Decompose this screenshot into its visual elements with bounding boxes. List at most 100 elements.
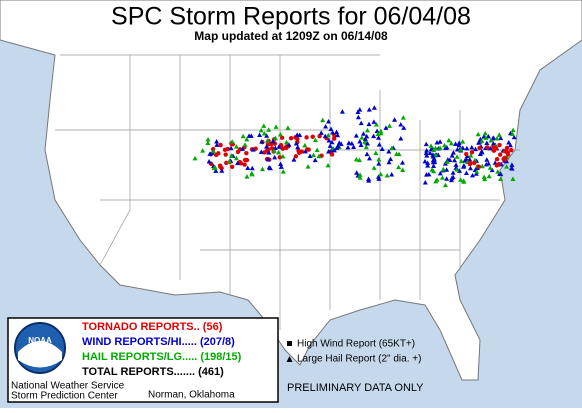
report-marker bbox=[467, 161, 473, 167]
report-marker bbox=[242, 162, 247, 167]
report-marker bbox=[244, 174, 250, 179]
report-marker bbox=[293, 141, 299, 146]
report-marker bbox=[365, 140, 371, 146]
report-marker bbox=[498, 135, 504, 141]
report-marker bbox=[272, 154, 278, 160]
report-marker bbox=[422, 179, 428, 185]
report-marker bbox=[463, 170, 469, 176]
report-marker bbox=[257, 132, 263, 137]
report-marker bbox=[498, 152, 503, 157]
report-marker bbox=[226, 158, 232, 164]
report-marker bbox=[400, 160, 406, 165]
report-marker bbox=[229, 139, 235, 144]
report-marker bbox=[200, 148, 206, 153]
report-marker bbox=[467, 156, 473, 162]
report-marker bbox=[439, 175, 445, 180]
report-marker bbox=[433, 152, 439, 157]
report-marker bbox=[444, 176, 450, 181]
report-marker bbox=[316, 153, 322, 159]
wind-legend: WIND REPORTS/HI..... (207/8) bbox=[82, 336, 235, 348]
report-marker bbox=[248, 133, 254, 138]
report-marker bbox=[244, 136, 250, 142]
report-marker bbox=[357, 107, 363, 112]
report-marker bbox=[454, 166, 460, 172]
report-marker bbox=[363, 144, 369, 150]
report-marker bbox=[469, 150, 475, 155]
report-marker bbox=[473, 146, 479, 152]
report-marker bbox=[401, 125, 407, 130]
report-marker bbox=[482, 130, 488, 136]
report-marker bbox=[326, 149, 332, 154]
report-marker bbox=[276, 144, 282, 149]
report-marker bbox=[456, 140, 462, 145]
report-marker bbox=[284, 145, 289, 151]
report-marker bbox=[440, 166, 446, 172]
report-marker bbox=[495, 169, 501, 174]
report-marker bbox=[453, 162, 459, 167]
report-marker bbox=[339, 109, 345, 114]
report-marker bbox=[288, 135, 294, 141]
report-marker bbox=[437, 145, 443, 150]
report-marker bbox=[373, 121, 379, 127]
report-marker bbox=[454, 147, 460, 152]
report-marker bbox=[373, 150, 379, 156]
report-marker bbox=[320, 117, 326, 123]
report-marker bbox=[362, 136, 368, 141]
tornado-legend: TORNADO REPORTS.. (56) bbox=[82, 321, 223, 333]
report-marker bbox=[479, 138, 485, 143]
report-marker bbox=[249, 165, 255, 171]
report-marker bbox=[285, 125, 291, 130]
preliminary-note: PRELIMINARY DATA ONLY bbox=[287, 382, 424, 394]
report-marker bbox=[355, 109, 361, 115]
report-marker bbox=[400, 115, 406, 120]
report-marker bbox=[228, 145, 234, 151]
report-marker bbox=[278, 164, 284, 169]
report-marker bbox=[264, 144, 270, 149]
report-marker bbox=[464, 151, 469, 157]
report-marker bbox=[479, 149, 485, 155]
report-marker bbox=[376, 142, 382, 147]
report-marker bbox=[477, 145, 482, 151]
report-marker bbox=[487, 165, 493, 170]
report-marker bbox=[371, 105, 377, 110]
report-marker bbox=[233, 144, 239, 149]
report-marker bbox=[488, 137, 494, 143]
report-marker bbox=[484, 157, 490, 162]
report-marker bbox=[387, 123, 393, 128]
report-marker bbox=[458, 147, 464, 152]
report-marker bbox=[483, 135, 489, 140]
report-marker bbox=[258, 127, 264, 133]
report-marker bbox=[460, 139, 466, 144]
report-marker bbox=[219, 168, 225, 173]
report-marker bbox=[295, 144, 301, 150]
report-marker bbox=[494, 135, 500, 141]
report-marker bbox=[317, 133, 322, 139]
report-marker bbox=[261, 130, 267, 136]
center: Storm Prediction Center bbox=[11, 391, 118, 402]
logo-bird bbox=[18, 341, 62, 368]
report-marker bbox=[353, 133, 359, 138]
report-marker bbox=[326, 118, 332, 124]
report-marker bbox=[279, 135, 285, 140]
report-marker bbox=[437, 170, 443, 176]
report-marker bbox=[496, 162, 502, 167]
report-marker bbox=[312, 157, 318, 163]
report-marker bbox=[462, 158, 468, 163]
report-marker bbox=[503, 148, 509, 154]
report-marker bbox=[318, 130, 324, 135]
report-marker bbox=[364, 151, 370, 157]
report-marker bbox=[467, 165, 473, 171]
report-marker bbox=[423, 141, 429, 147]
report-marker bbox=[461, 164, 467, 169]
report-marker bbox=[449, 177, 455, 183]
report-marker bbox=[444, 159, 450, 164]
report-marker bbox=[346, 140, 352, 145]
report-marker bbox=[345, 144, 351, 150]
report-marker bbox=[376, 157, 382, 162]
report-marker bbox=[378, 171, 384, 177]
report-marker bbox=[486, 173, 492, 179]
report-marker bbox=[214, 142, 220, 147]
report-marker bbox=[481, 174, 487, 179]
report-marker bbox=[355, 114, 361, 120]
